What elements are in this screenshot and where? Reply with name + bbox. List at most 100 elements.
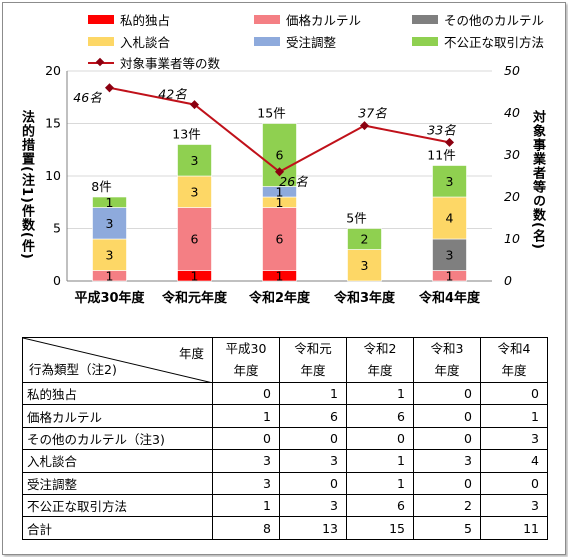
bar-segment [177, 144, 212, 177]
table-row: その他のカルテル（注3) 0 0 0 0 3 [22, 426, 548, 451]
line-point-label: 33名 [427, 122, 456, 137]
column-header-line1: 令和元 [294, 341, 332, 356]
table-cell: 0 [413, 471, 481, 495]
row-label: 不公正な取引方法 [22, 493, 213, 518]
bar-segment-label: 1 [276, 195, 284, 210]
bar-segment [432, 196, 467, 240]
bar-total-label: 15件 [257, 106, 285, 121]
table-cell: 0 [480, 471, 548, 495]
bar-segment-label: 3 [361, 258, 369, 273]
x-tick-label: 令和4年度 [419, 290, 481, 306]
column-header: 令和4 年度 [480, 337, 548, 383]
line-point-marker [189, 100, 200, 110]
row-label: 価格カルテル [22, 404, 213, 428]
legend-label: 価格カルテル [286, 13, 362, 28]
table-cell: 3 [212, 449, 280, 473]
bar-segment [92, 207, 127, 240]
table-cell: 3 [413, 449, 481, 473]
column-header-line1: 平成30 [225, 341, 267, 356]
column-header-line1: 令和2 [363, 341, 397, 356]
table-cell: 6 [346, 404, 414, 428]
table-cell: 0 [279, 426, 347, 451]
corner-diagonal [23, 338, 213, 383]
column-header-line2: 年度 [501, 363, 527, 378]
row-label: 私的独占 [22, 381, 213, 406]
table-cell: 1 [212, 404, 280, 428]
bar-segment [92, 196, 127, 208]
legend-label: 受注調整 [286, 35, 337, 50]
bar-segment-label: 3 [191, 153, 199, 168]
y-tick-label: 10 [45, 168, 61, 183]
legend-label: 不公正な取引方法 [444, 35, 545, 50]
x-tick-label: 平成30年度 [74, 290, 145, 306]
legend-label: 私的独占 [120, 13, 171, 28]
table-cell: 3 [480, 493, 548, 518]
y-tick-label: 0 [53, 273, 61, 288]
bar-segment-label: 1 [276, 268, 284, 283]
bar-segment-label: 3 [106, 216, 114, 231]
table-cell: 8 [212, 516, 280, 540]
table-cell: 13 [279, 516, 347, 540]
column-header-line2: 年度 [434, 363, 460, 378]
data-table: 年度 行為類型（注2) 平成30 年度 令和元 年度 令和2 年度 令和3 年度 令和4… [22, 337, 548, 540]
bar-total-label: 11件 [427, 148, 455, 163]
y2-tick-label: 30 [504, 147, 520, 162]
column-header-line1: 令和3 [430, 341, 464, 356]
bar-segment [347, 228, 382, 250]
bar-segment-label: 3 [106, 247, 114, 262]
table-cell: 0 [480, 381, 548, 406]
legend-line-marker-icon [88, 58, 114, 67]
bar-segment-label: 6 [276, 148, 284, 163]
bar-segment-label: 3 [446, 174, 454, 189]
bar-segment-label: 3 [446, 247, 454, 262]
bar-segment-label: 2 [361, 232, 369, 247]
table-cell: 3 [279, 493, 347, 518]
legend-label: 入札談合 [120, 35, 171, 50]
bar-segment-label: 4 [446, 211, 454, 226]
y-tick-label: 5 [53, 221, 61, 236]
legend-price-cartel: 価格カルテル [254, 10, 361, 29]
line-point-marker [444, 137, 455, 147]
table-row-total: 合計 8 13 15 5 11 [22, 516, 548, 540]
legend-label: その他のカルテル [444, 13, 545, 28]
row-label: 合計 [22, 516, 213, 540]
table-cell: 2 [413, 493, 481, 518]
bar-segment [432, 238, 467, 271]
bar-total-label: 5件 [346, 211, 366, 226]
table-cell: 5 [413, 516, 481, 540]
bar-total-label: 8件 [91, 179, 111, 194]
x-tick-label: 令和2年度 [249, 290, 311, 306]
y2-tick-label: 0 [504, 273, 512, 288]
legend-swatch-order-adjustment [254, 37, 280, 46]
row-label: その他のカルテル（注3) [22, 426, 213, 451]
table-cell: 0 [279, 471, 347, 495]
bar-segment [177, 207, 212, 271]
x-tick-label: 令和元年度 [162, 290, 228, 306]
bar-segment-label: 1 [106, 268, 114, 283]
corner-type-label: 行為類型（注2) [29, 362, 117, 377]
legend-order-adjustment: 受注調整 [254, 32, 336, 51]
table-cell: 15 [346, 516, 414, 540]
legend-num-businesses: 対象事業者等の数 [88, 53, 220, 72]
table-cell: 3 [279, 449, 347, 473]
table-cell: 1 [346, 449, 414, 473]
bar-segment-label: 1 [191, 268, 199, 283]
column-header-line2: 年度 [300, 363, 326, 378]
y-axis-title: 法的措置(注1)件数(件) [19, 110, 34, 260]
legend-swatch-price-cartel [254, 15, 280, 24]
bar-segment [262, 207, 297, 271]
bar-segment [177, 175, 212, 208]
y2-tick-label: 10 [504, 231, 520, 246]
line-point-marker [104, 83, 115, 93]
bar-segment-label: 6 [191, 232, 199, 247]
table-cell: 4 [480, 449, 548, 473]
column-header: 平成30 年度 [212, 337, 280, 383]
corner-year-label: 年度 [178, 346, 204, 361]
bar-total-label: 13件 [172, 127, 200, 142]
bar-segment [432, 165, 467, 198]
line-point-label: 42名 [158, 87, 187, 102]
bar-segment [347, 249, 382, 282]
table-cell: 0 [413, 404, 481, 428]
legend-unfair-trade: 不公正な取引方法 [412, 32, 544, 51]
table-row: 入札談合 3 3 1 3 4 [22, 449, 548, 473]
